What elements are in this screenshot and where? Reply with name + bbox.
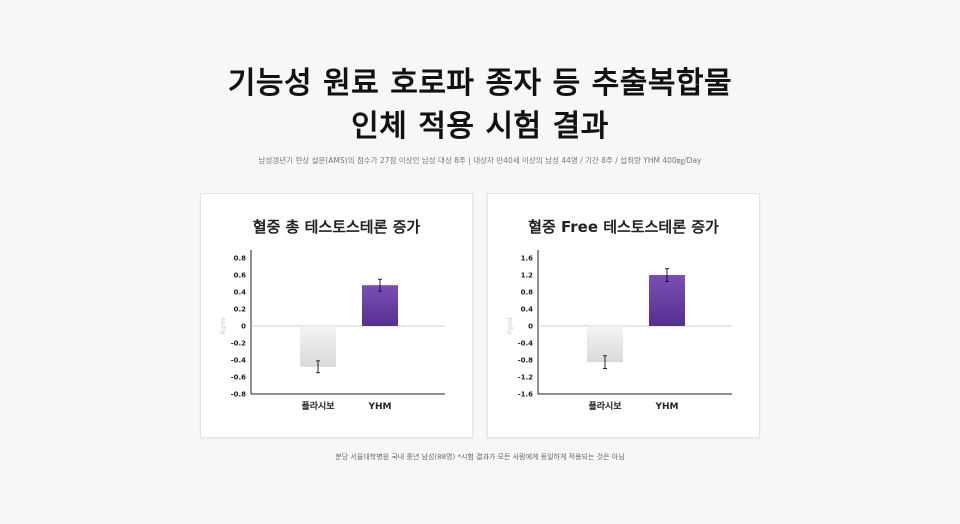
y-tick-label: 0.2 [234, 306, 247, 314]
y-tick-label: 0 [528, 323, 533, 331]
y-tick-label: 1.6 [521, 255, 534, 263]
y-tick-label: 0.6 [234, 272, 247, 280]
chart-free-testosterone: 1.6 1.2 0.8 0.4 0 -0.4 -0.8 -1.2 -1.6 Pg/ml 플라시보 YH… [488, 194, 759, 437]
y-tick-label: -0.6 [231, 374, 246, 382]
y-tick-label: 0.8 [521, 289, 534, 297]
y-tick-label: -0.8 [231, 391, 246, 399]
page-title: 기능성 원료 호로파 종자 등 추출복합물 인체 적용 시험 결과 [0, 62, 960, 148]
study-description: 남성갱년기 현상 설문(AMS)의 점수가 27점 이상인 남성 대상 8주 |… [0, 155, 960, 166]
y-tick-label: 0.4 [521, 306, 534, 314]
category-label: 플라시보 [301, 400, 335, 412]
title-line-2: 인체 적용 시험 결과 [0, 105, 960, 148]
chart-card-total-testosterone: 혈중 총 테스토스테론 증가 0.8 0.6 0.4 0.2 0 -0.2 -0.4 -0.6… [200, 193, 473, 438]
y-tick-label: 1.2 [521, 272, 534, 280]
category-label: YHM [654, 402, 678, 412]
chart-total-testosterone: 0.8 0.6 0.4 0.2 0 -0.2 -0.4 -0.6 -0.8 Ng/ml 플라시보 YH… [201, 194, 472, 437]
y-tick-label: 0.8 [234, 255, 247, 263]
y-tick-label: -1.6 [518, 391, 533, 399]
y-tick-label: -0.2 [231, 340, 246, 348]
category-label: YHM [367, 402, 391, 412]
y-axis-label: Ng/ml [220, 317, 227, 335]
y-tick-label: 0.4 [234, 289, 247, 297]
y-tick-label: -1.2 [518, 374, 533, 382]
footnote: 분당 서울대학병원 국내 중년 남성(88명) *시험 결과가 모든 사람에게 … [0, 452, 960, 462]
bar-yhm [649, 275, 685, 326]
y-tick-label: -0.4 [518, 340, 533, 348]
category-label: 플라시보 [588, 400, 622, 412]
y-tick-label: 0 [241, 323, 246, 331]
y-axis-label: Pg/ml [507, 317, 514, 334]
chart-card-free-testosterone: 혈중 Free 테스토스테론 증가 1.6 1.2 0.8 0.4 0 -0.4 -0.8-… [487, 193, 760, 438]
title-line-1: 기능성 원료 호로파 종자 등 추출복합물 [0, 62, 960, 105]
y-tick-label: -0.8 [518, 357, 533, 365]
y-tick-label: -0.4 [231, 357, 246, 365]
